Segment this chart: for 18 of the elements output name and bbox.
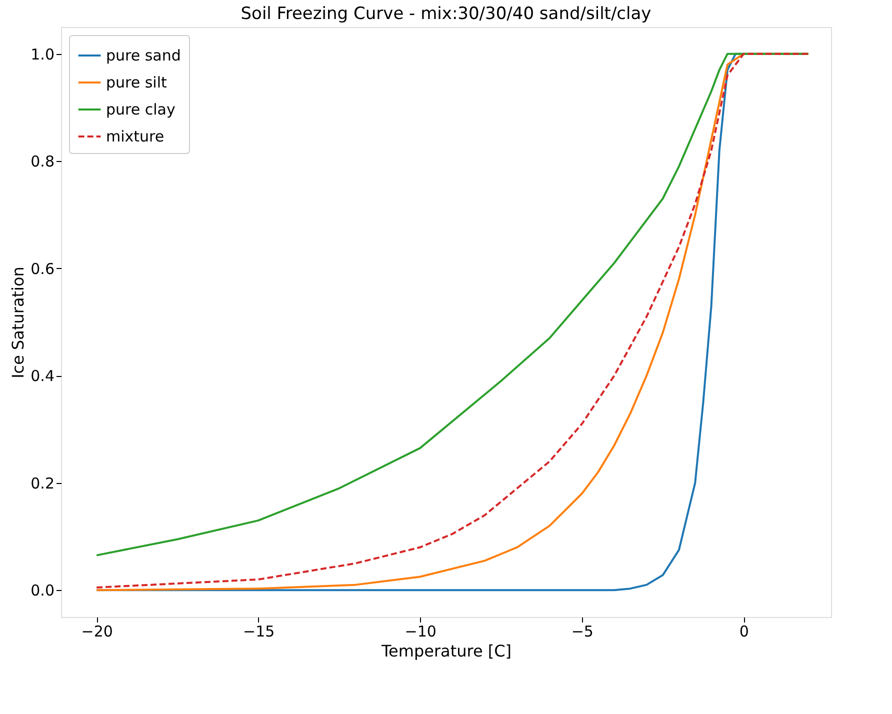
legend-label: pure silt	[106, 74, 168, 92]
y-axis-title: Ice Saturation	[8, 266, 28, 378]
x-tick-label: −20	[81, 622, 113, 640]
x-tick-label: −5	[571, 622, 594, 640]
y-tick-label: 0.0	[30, 582, 54, 600]
y-tick-label: 0.2	[30, 474, 54, 492]
chart-title: Soil Freezing Curve - mix:30/30/40 sand/silt/clay	[240, 4, 652, 24]
x-tick-label: 0	[739, 622, 749, 640]
x-axis-title: Temperature [C]	[380, 642, 512, 660]
legend-label: mixture	[106, 128, 164, 146]
legend-label: pure clay	[106, 100, 176, 118]
y-tick-label: 1.0	[30, 45, 54, 64]
y-tick-label: 0.6	[30, 260, 54, 278]
x-tick-label: −15	[243, 622, 275, 640]
x-tick-label: −10	[404, 622, 436, 640]
y-tick-label: 0.4	[30, 367, 54, 386]
y-tick-label: 0.8	[30, 152, 54, 171]
legend-label: pure sand	[106, 46, 181, 64]
